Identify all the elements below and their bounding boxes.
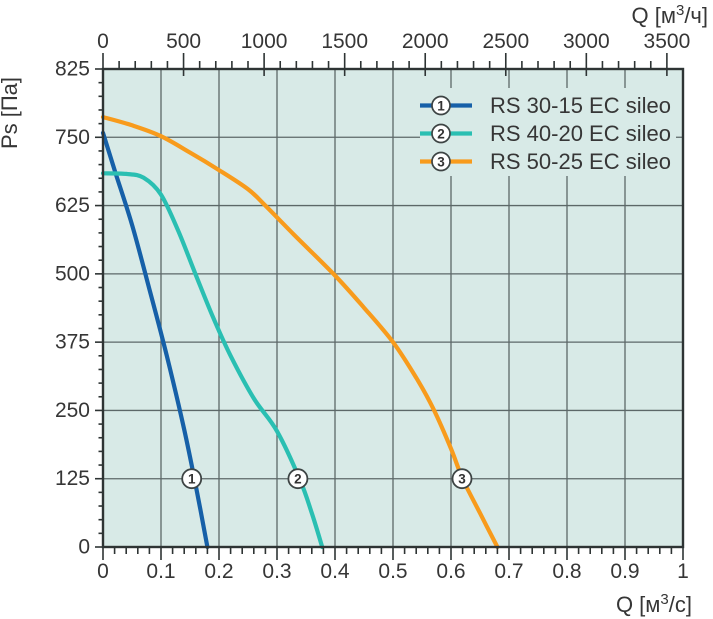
x-axis-title-top: Q [м3/ч] [632,2,709,28]
x-axis-title-bottom-prefix: Q [м [616,592,660,617]
x-axis-title-top-prefix: Q [м [632,3,676,28]
top-axis-tick-label: 0 [97,30,109,53]
top-axis-tick-label: 500 [166,30,201,53]
bottom-axis-tick-label: 1 [677,560,689,583]
bottom-axis-tick-label: 0.1 [146,560,175,583]
legend-item-2: 2 RS 40-20 EC sileo [420,121,671,146]
curve-marker-circle [451,468,473,490]
bottom-axis-tick-label: 0.8 [552,560,581,583]
legend-marker-number: 2 [437,127,445,142]
legend-label: RS 50-25 EC sileo [490,149,671,174]
curve-marker-2: 2 [287,468,309,490]
bottom-axis-tick-label: 0.4 [320,560,350,583]
curve-marker-circle [287,468,309,490]
curve-marker-circle [181,468,203,490]
legend-marker-number: 1 [437,99,445,114]
y-axis-tick-label: 0 [78,536,90,559]
legend-marker-number: 3 [437,155,445,170]
top-axis-tick-label: 3000 [563,30,610,53]
x-axis-title-bottom-sup: 3 [660,591,668,608]
y-axis-tick-label: 125 [55,467,90,490]
x-axis-title-top-sup: 3 [676,2,684,19]
curve-marker-3: 3 [451,468,473,490]
x-axis-title-top-suffix: /ч] [684,3,708,28]
y-axis-tick-label: 500 [55,262,90,285]
legend-label: RS 40-20 EC sileo [490,121,671,146]
legend-label: RS 30-15 EC sileo [490,93,671,118]
bottom-axis-tick-label: 0.9 [610,560,639,583]
legend: 1 RS 30-15 EC sileo 2 RS 40-20 EC sileo 3 RS … [420,88,676,176]
y-axis-tick-label: 625 [55,194,90,217]
top-axis-tick-label: 3500 [644,30,691,53]
y-axis-tick-label: 750 [55,126,90,149]
legend-marker-circle [431,151,451,172]
bottom-axis-tick-label: 0.6 [436,560,465,583]
y-axis-tick-label: 375 [55,331,90,354]
legend-marker-circle [431,123,451,144]
axis-ticks [95,53,684,560]
legend-item-1: 1 RS 30-15 EC sileo [420,93,671,118]
legend-marker-circle [431,95,451,116]
top-axis-tick-label: 2500 [482,30,529,53]
y-axis-title: Ps [Па] [0,77,22,149]
y-axis-tick-label: 250 [55,399,90,422]
y-axis-top-edge-label: 825 [55,58,90,81]
bottom-axis-tick-label: 0.2 [204,560,233,583]
top-axis-tick-label: 1000 [241,30,288,53]
bottom-axis-tick-label: 0.5 [378,560,407,583]
top-axis-tick-label: 2000 [402,30,449,53]
curve-rs-50-25-ec-sileo [100,115,500,550]
curve-marker-number: 1 [188,472,196,487]
curve-marker-1: 1 [181,468,203,490]
bottom-axis-tick-label: 0.7 [494,560,523,583]
bottom-axis-tick-label: 0.3 [262,560,291,583]
legend-item-3: 3 RS 50-25 EC sileo [420,149,671,174]
bottom-axis-tick-label: 0 [97,560,109,583]
top-axis-tick-label: 1500 [321,30,368,53]
curve-marker-number: 2 [294,472,302,487]
curve-marker-number: 3 [458,472,466,487]
x-axis-title-bottom: Q [м3/с] [616,591,692,617]
x-axis-title-bottom-suffix: /с] [669,592,692,617]
